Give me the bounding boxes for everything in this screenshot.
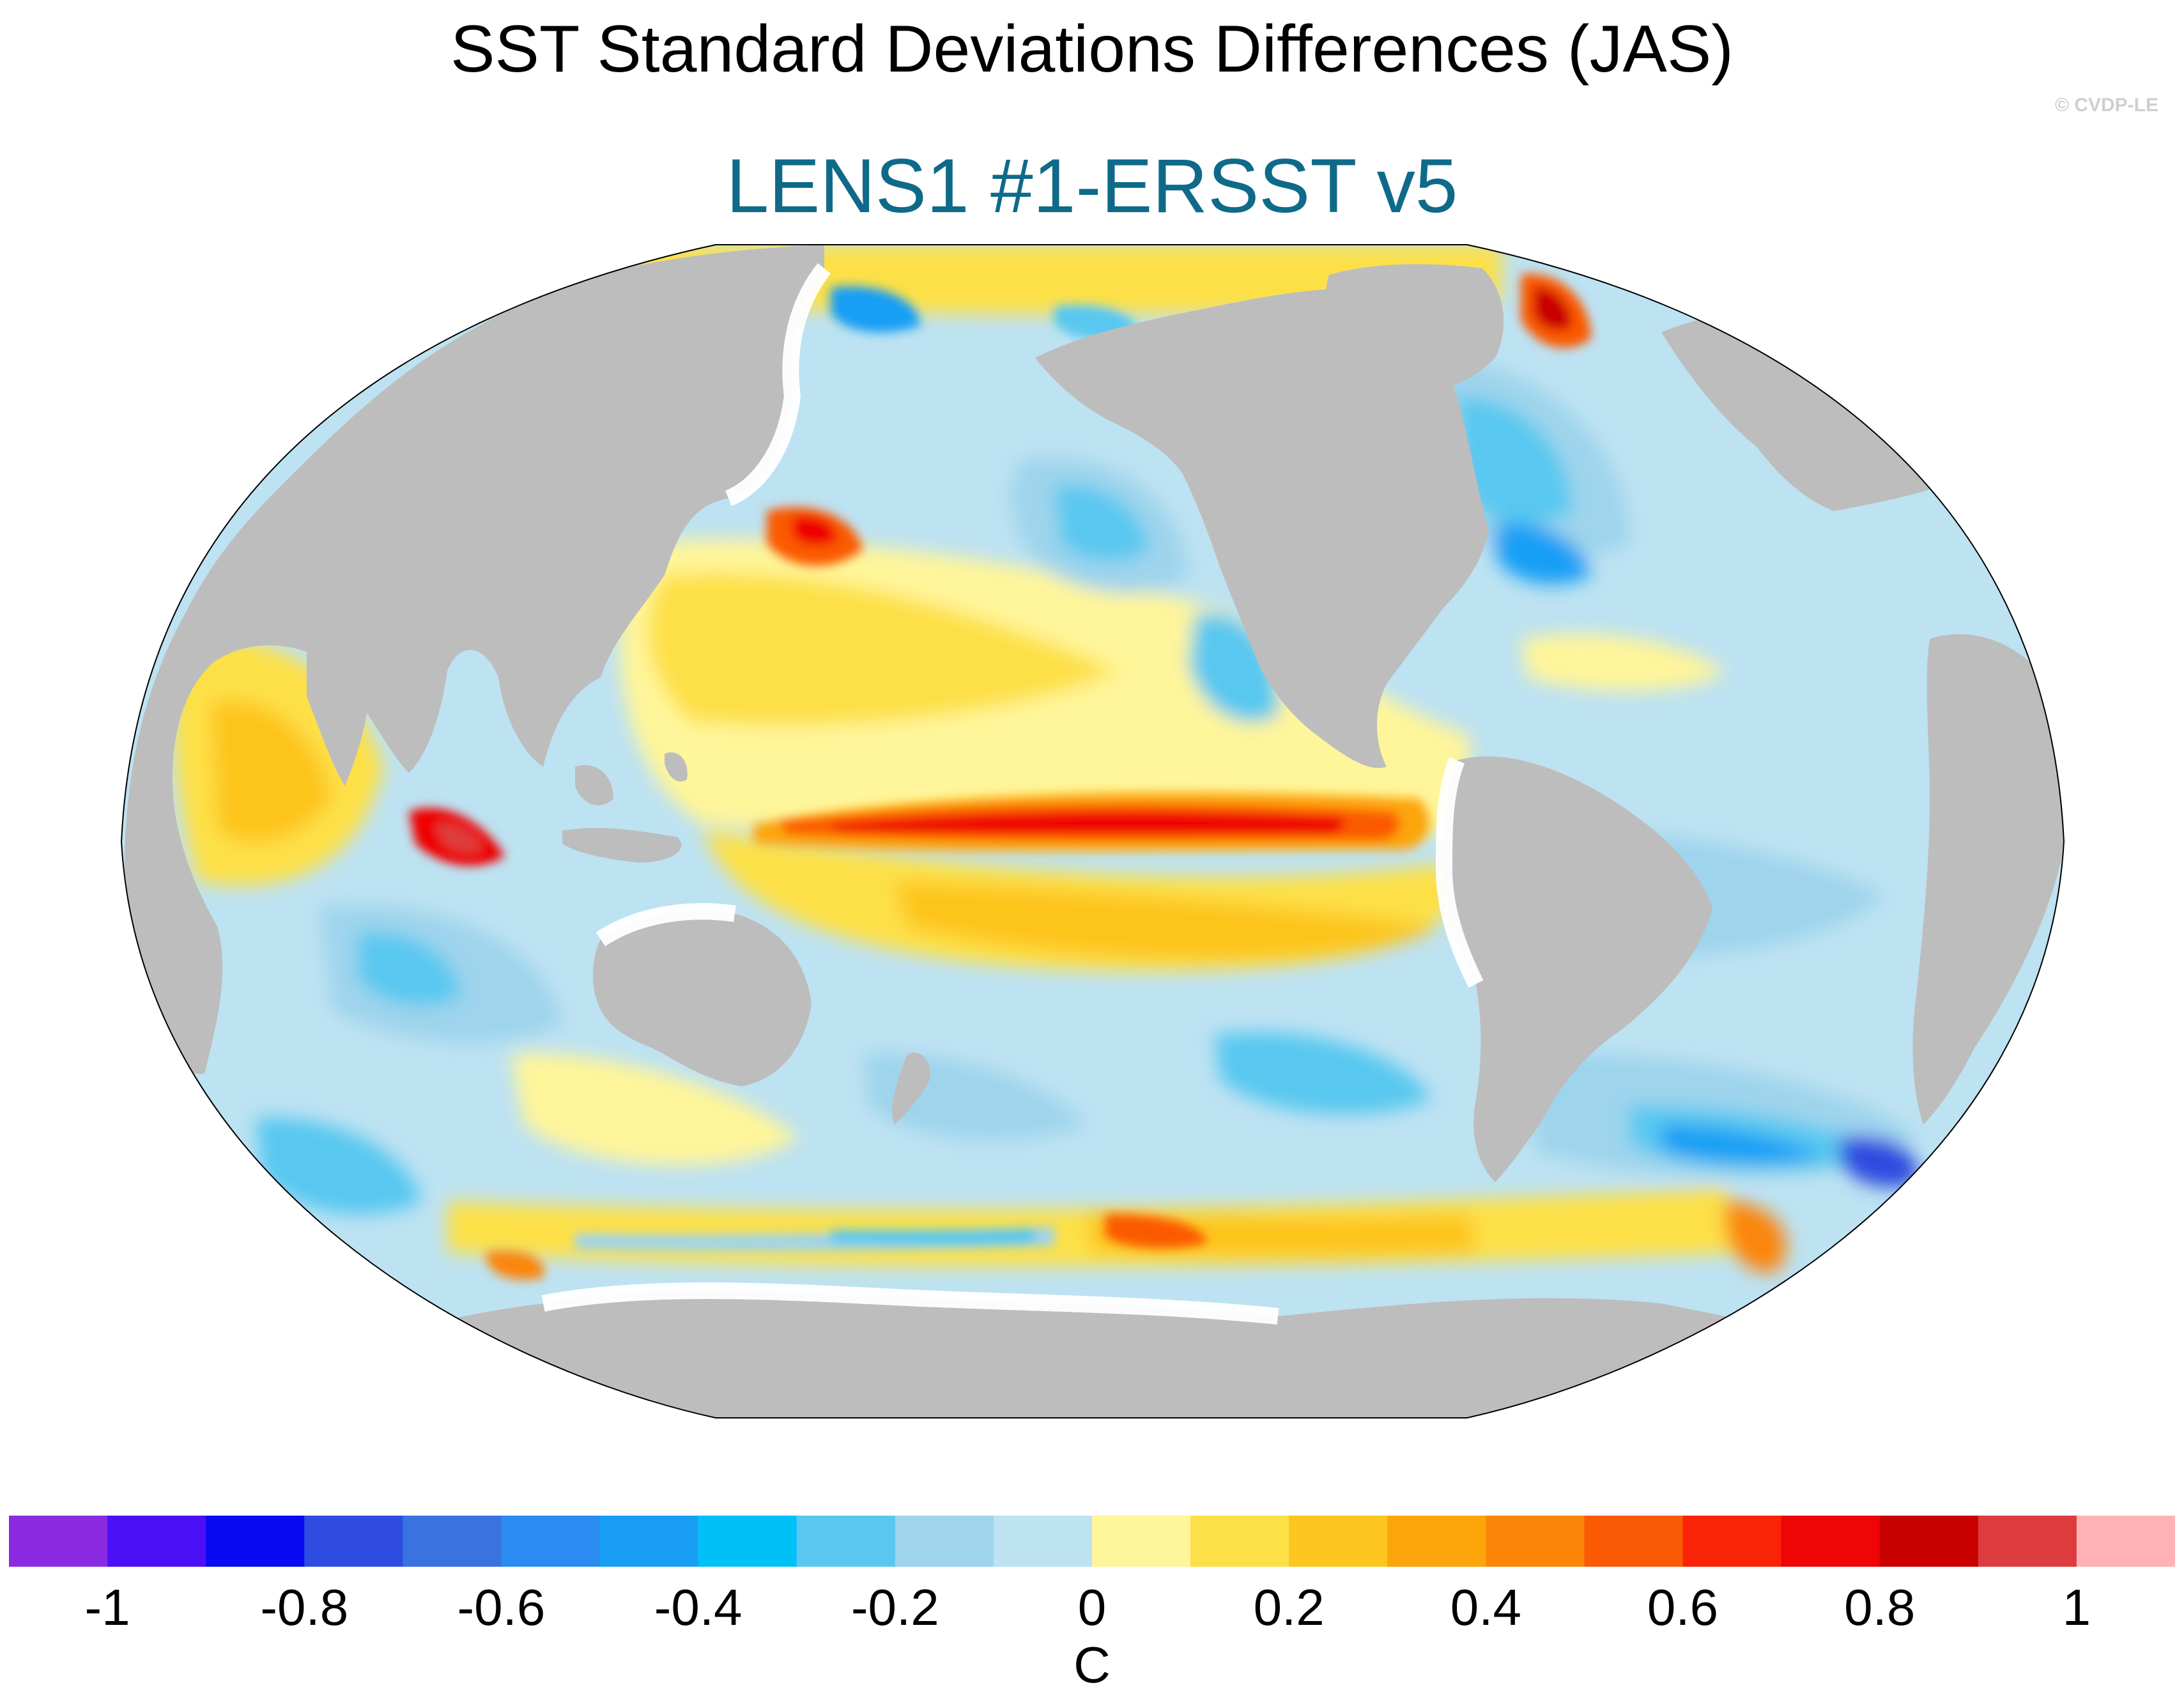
colorbar-swatch: [1978, 1516, 2077, 1567]
map-globe: [121, 245, 2064, 1418]
land-south-america: [1444, 756, 1712, 1182]
chart-subtitle: LENS1 #1-ERSST v5: [726, 143, 1458, 229]
land-africa-right: [1912, 634, 2064, 1125]
chart-title: SST Standard Deviations Differences (JAS…: [450, 12, 1734, 86]
land-australia: [593, 911, 811, 1086]
land-antarctica: [332, 1291, 1853, 1418]
colorbar-swatch: [1486, 1516, 1585, 1567]
land-eurasia-africa: [125, 245, 824, 1074]
colorbar-tick-label: -0.4: [654, 1579, 742, 1636]
colorbar-swatch: [403, 1516, 502, 1567]
colorbar-tick-label: -0.8: [260, 1579, 349, 1636]
colorbar-swatch: [1289, 1516, 1388, 1567]
colorbar-swatch: [206, 1516, 305, 1567]
colorbar-tick-label: 1: [2062, 1579, 2091, 1636]
colorbar-tick-label: 0: [1077, 1579, 1107, 1636]
land-north-america: [1035, 288, 1489, 768]
sst-map: [120, 244, 2065, 1418]
colorbar-swatch: [895, 1516, 994, 1567]
colorbar: [9, 1516, 2175, 1567]
colorbar-swatch: [1879, 1516, 1979, 1567]
colorbar-swatch: [1781, 1516, 1880, 1567]
colorbar-tick-label: 0.4: [1450, 1579, 1521, 1636]
land-greenland: [1325, 264, 1504, 392]
colorbar-swatch: [9, 1516, 108, 1567]
colorbar-swatch: [1584, 1516, 1684, 1567]
land-india: [307, 637, 371, 786]
coastal-missing-mask: [541, 263, 1484, 1325]
strong-anomalies: [409, 273, 1591, 1280]
watermark: © CVDP-LE: [2054, 95, 2158, 116]
colorbar-swatch: [599, 1516, 699, 1567]
land-maritime-continent: [562, 827, 682, 863]
colorbar-swatch: [2076, 1516, 2175, 1567]
colorbar-swatch: [1387, 1516, 1486, 1567]
colorbar-swatch: [698, 1516, 797, 1567]
colorbar-swatch: [796, 1516, 896, 1567]
colorbar-swatch: [304, 1516, 403, 1567]
colorbar-swatch: [993, 1516, 1093, 1567]
colorbar-units: C: [1073, 1636, 1111, 1693]
colorbar-tick-label: -0.2: [850, 1579, 939, 1636]
colorbar-tick-label: -1: [84, 1579, 130, 1636]
colorbar-swatch: [1682, 1516, 1782, 1567]
colorbar-tick-label: -0.6: [457, 1579, 546, 1636]
map-outline: [120, 244, 2065, 1418]
colorbar-swatch: [107, 1516, 206, 1567]
colorbar-tick-label: 0.6: [1647, 1579, 1719, 1636]
colorbar-tick-label: 0.2: [1253, 1579, 1325, 1636]
colorbar-swatch: [1092, 1516, 1191, 1567]
colorbar-swatch: [1190, 1516, 1289, 1567]
colorbar-swatch: [501, 1516, 601, 1567]
land-new-zealand: [892, 1052, 930, 1125]
colorbar-tick-label: 0.8: [1844, 1579, 1916, 1636]
